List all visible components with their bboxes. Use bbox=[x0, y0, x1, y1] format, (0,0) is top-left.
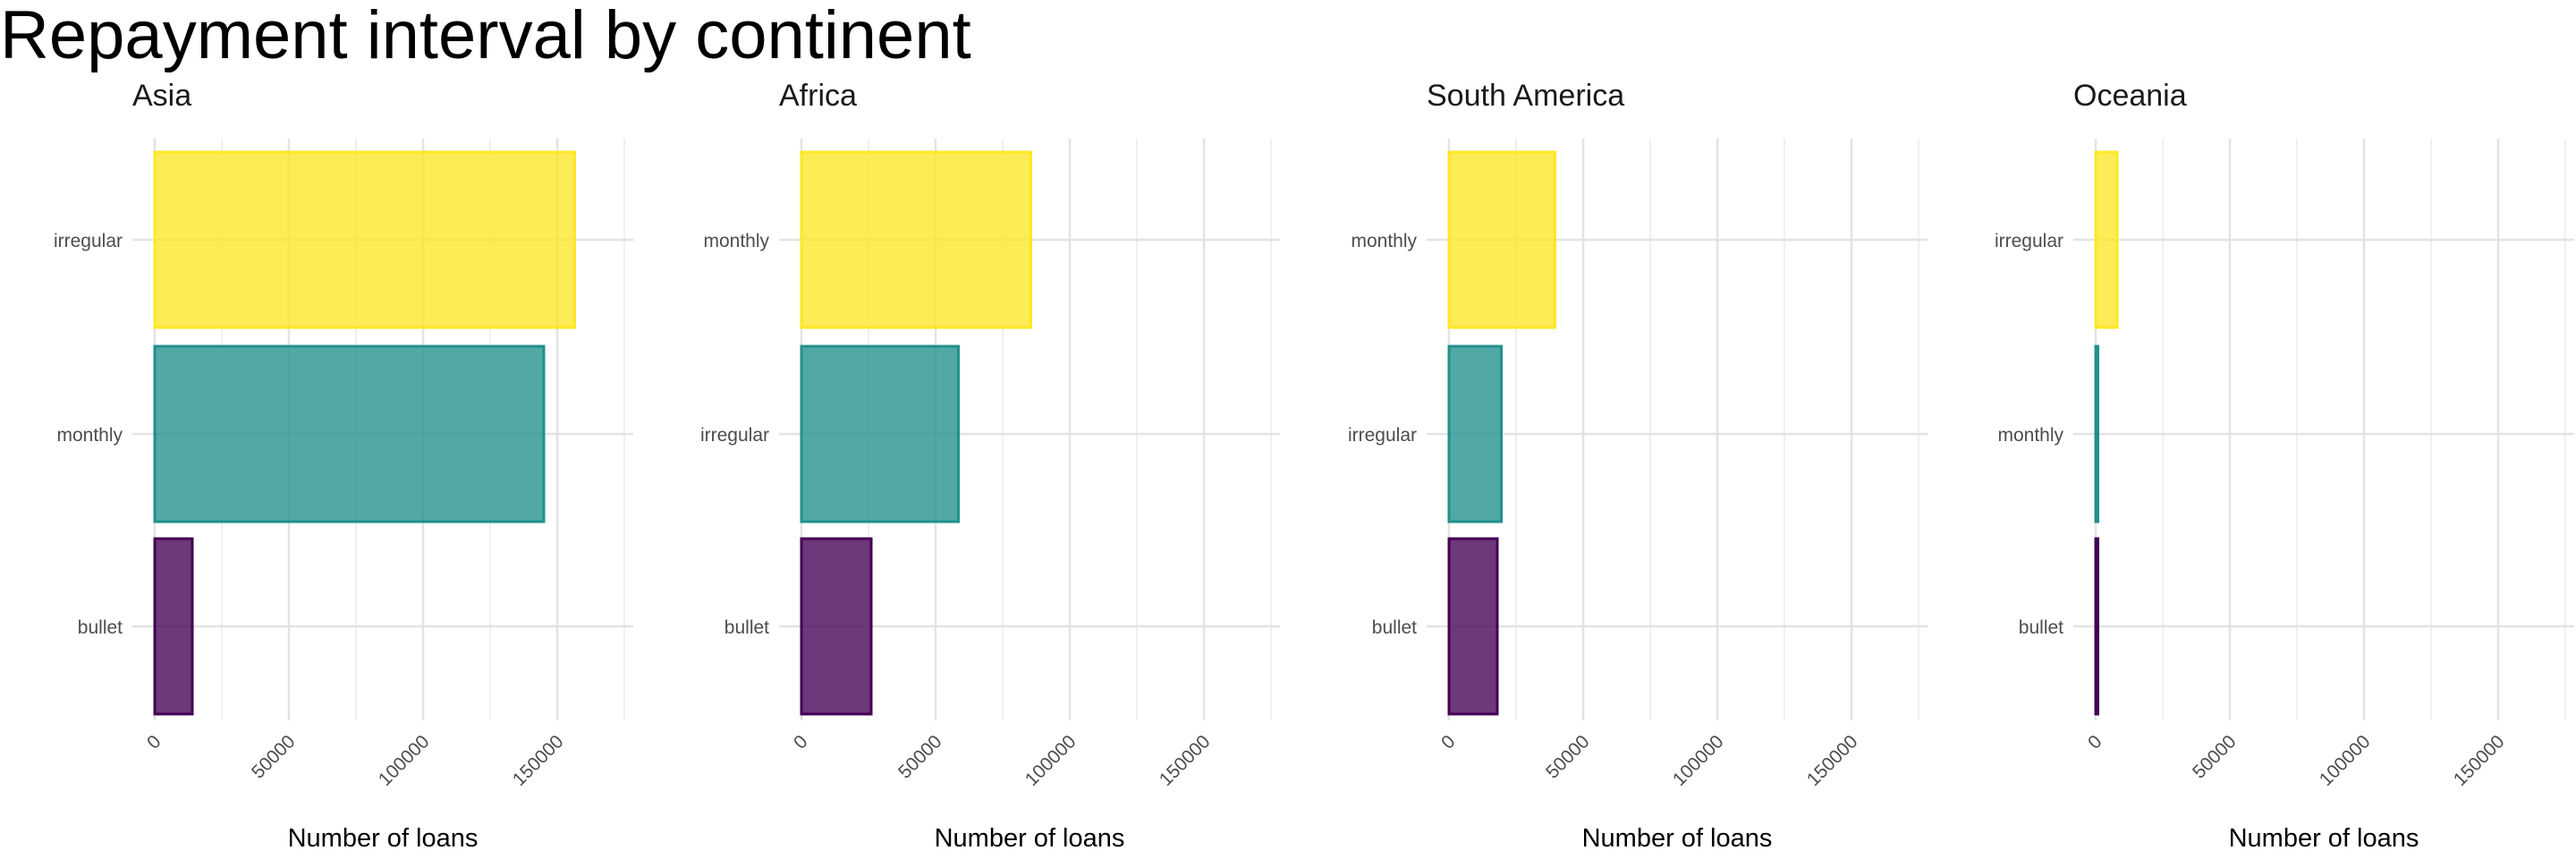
x-tick-label: 100000 bbox=[2316, 731, 2375, 790]
bar-monthly bbox=[800, 150, 1032, 329]
bar-irregular bbox=[153, 150, 576, 329]
x-tick-label: 150000 bbox=[2450, 731, 2509, 790]
facet-title: Africa bbox=[779, 79, 857, 113]
x-axis-label: Number of loans bbox=[2229, 824, 2419, 853]
x-tick-label: 0 bbox=[2084, 731, 2106, 753]
x-tick-label: 50000 bbox=[1542, 731, 1594, 783]
bar-bullet bbox=[1447, 537, 1499, 716]
x-axis-label: Number of loans bbox=[935, 824, 1125, 853]
category-label: bullet bbox=[2019, 617, 2063, 638]
category-label: monthly bbox=[703, 231, 769, 251]
category-label: bullet bbox=[724, 617, 769, 638]
x-tick-label: 0 bbox=[790, 731, 812, 753]
bar-irregular bbox=[1447, 344, 1503, 523]
bar-bullet bbox=[153, 537, 194, 716]
bar-monthly bbox=[1447, 150, 1556, 329]
category-label: bullet bbox=[78, 617, 123, 638]
bar-irregular bbox=[2094, 150, 2119, 329]
category-label: monthly bbox=[56, 425, 123, 446]
x-tick-label: 150000 bbox=[1156, 731, 1215, 790]
bar-monthly bbox=[2094, 344, 2099, 523]
bar-bullet bbox=[800, 537, 873, 716]
bar-irregular bbox=[800, 344, 960, 523]
bar-bullet bbox=[2094, 537, 2099, 716]
category-label: irregular bbox=[1995, 231, 2063, 251]
category-label: monthly bbox=[1351, 231, 1417, 251]
bar-monthly bbox=[153, 344, 546, 523]
category-label: irregular bbox=[1348, 425, 1417, 446]
category-label: bullet bbox=[1372, 617, 1417, 638]
x-tick-label: 0 bbox=[1437, 731, 1460, 753]
x-axis-label: Number of loans bbox=[1582, 824, 1773, 853]
facet-title: Asia bbox=[132, 79, 191, 113]
page-title: Repayment interval by continent bbox=[0, 0, 971, 73]
x-tick-label: 100000 bbox=[375, 731, 434, 790]
x-axis-label: Number of loans bbox=[288, 824, 479, 853]
x-tick-label: 0 bbox=[143, 731, 165, 753]
facet-title: Oceania bbox=[2073, 79, 2187, 113]
x-tick-label: 150000 bbox=[1803, 731, 1862, 790]
x-tick-label: 100000 bbox=[1669, 731, 1728, 790]
x-tick-label: 150000 bbox=[509, 731, 568, 790]
x-tick-label: 100000 bbox=[1021, 731, 1080, 790]
x-tick-label: 50000 bbox=[248, 731, 300, 783]
category-label: irregular bbox=[700, 425, 769, 446]
category-label: irregular bbox=[54, 231, 123, 251]
x-tick-label: 50000 bbox=[894, 731, 946, 783]
x-tick-label: 50000 bbox=[2189, 731, 2241, 783]
facet-title: South America bbox=[1427, 79, 1624, 113]
category-label: monthly bbox=[1997, 425, 2063, 446]
